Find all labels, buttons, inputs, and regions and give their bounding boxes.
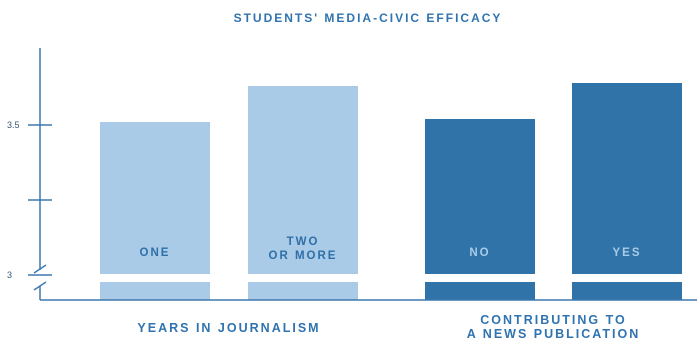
group-label-1-0: CONTRIBUTING TO — [480, 313, 626, 327]
bar-label-3-0: YES — [612, 247, 641, 259]
y-tick-label-2: 3 — [7, 270, 12, 280]
bar-0-lower — [100, 282, 210, 300]
bar-0-upper — [100, 122, 210, 274]
group-label-1-1: A NEWS PUBLICATION — [467, 327, 641, 341]
bar-label-0-0: ONE — [140, 247, 171, 259]
bar-3-upper — [572, 83, 682, 274]
chart-title: STUDENTS' MEDIA-CIVIC EFFICACY — [234, 11, 503, 25]
bar-3-lower — [572, 282, 682, 300]
bar-2-upper — [425, 119, 535, 274]
axis-break-mark-upper — [33, 264, 47, 274]
group-label-0-0: YEARS IN JOURNALISM — [137, 321, 320, 335]
bar-label-1-1: OR MORE — [269, 250, 338, 262]
y-axis: 3.53 — [7, 48, 697, 301]
labels-layer: ONE TWO OR MORE NO YES YEARS IN JOURNALISM CON… — [137, 236, 641, 341]
bar-label-2-0: NO — [469, 247, 490, 259]
bar-label-1-0: TWO — [287, 236, 320, 248]
bar-1-upper — [248, 86, 358, 274]
y-tick-label-0: 3.5 — [7, 120, 20, 130]
axis-break-mark-lower — [33, 281, 47, 291]
bars-layer — [100, 83, 682, 300]
bar-2-lower — [425, 282, 535, 300]
bar-1-lower — [248, 282, 358, 300]
